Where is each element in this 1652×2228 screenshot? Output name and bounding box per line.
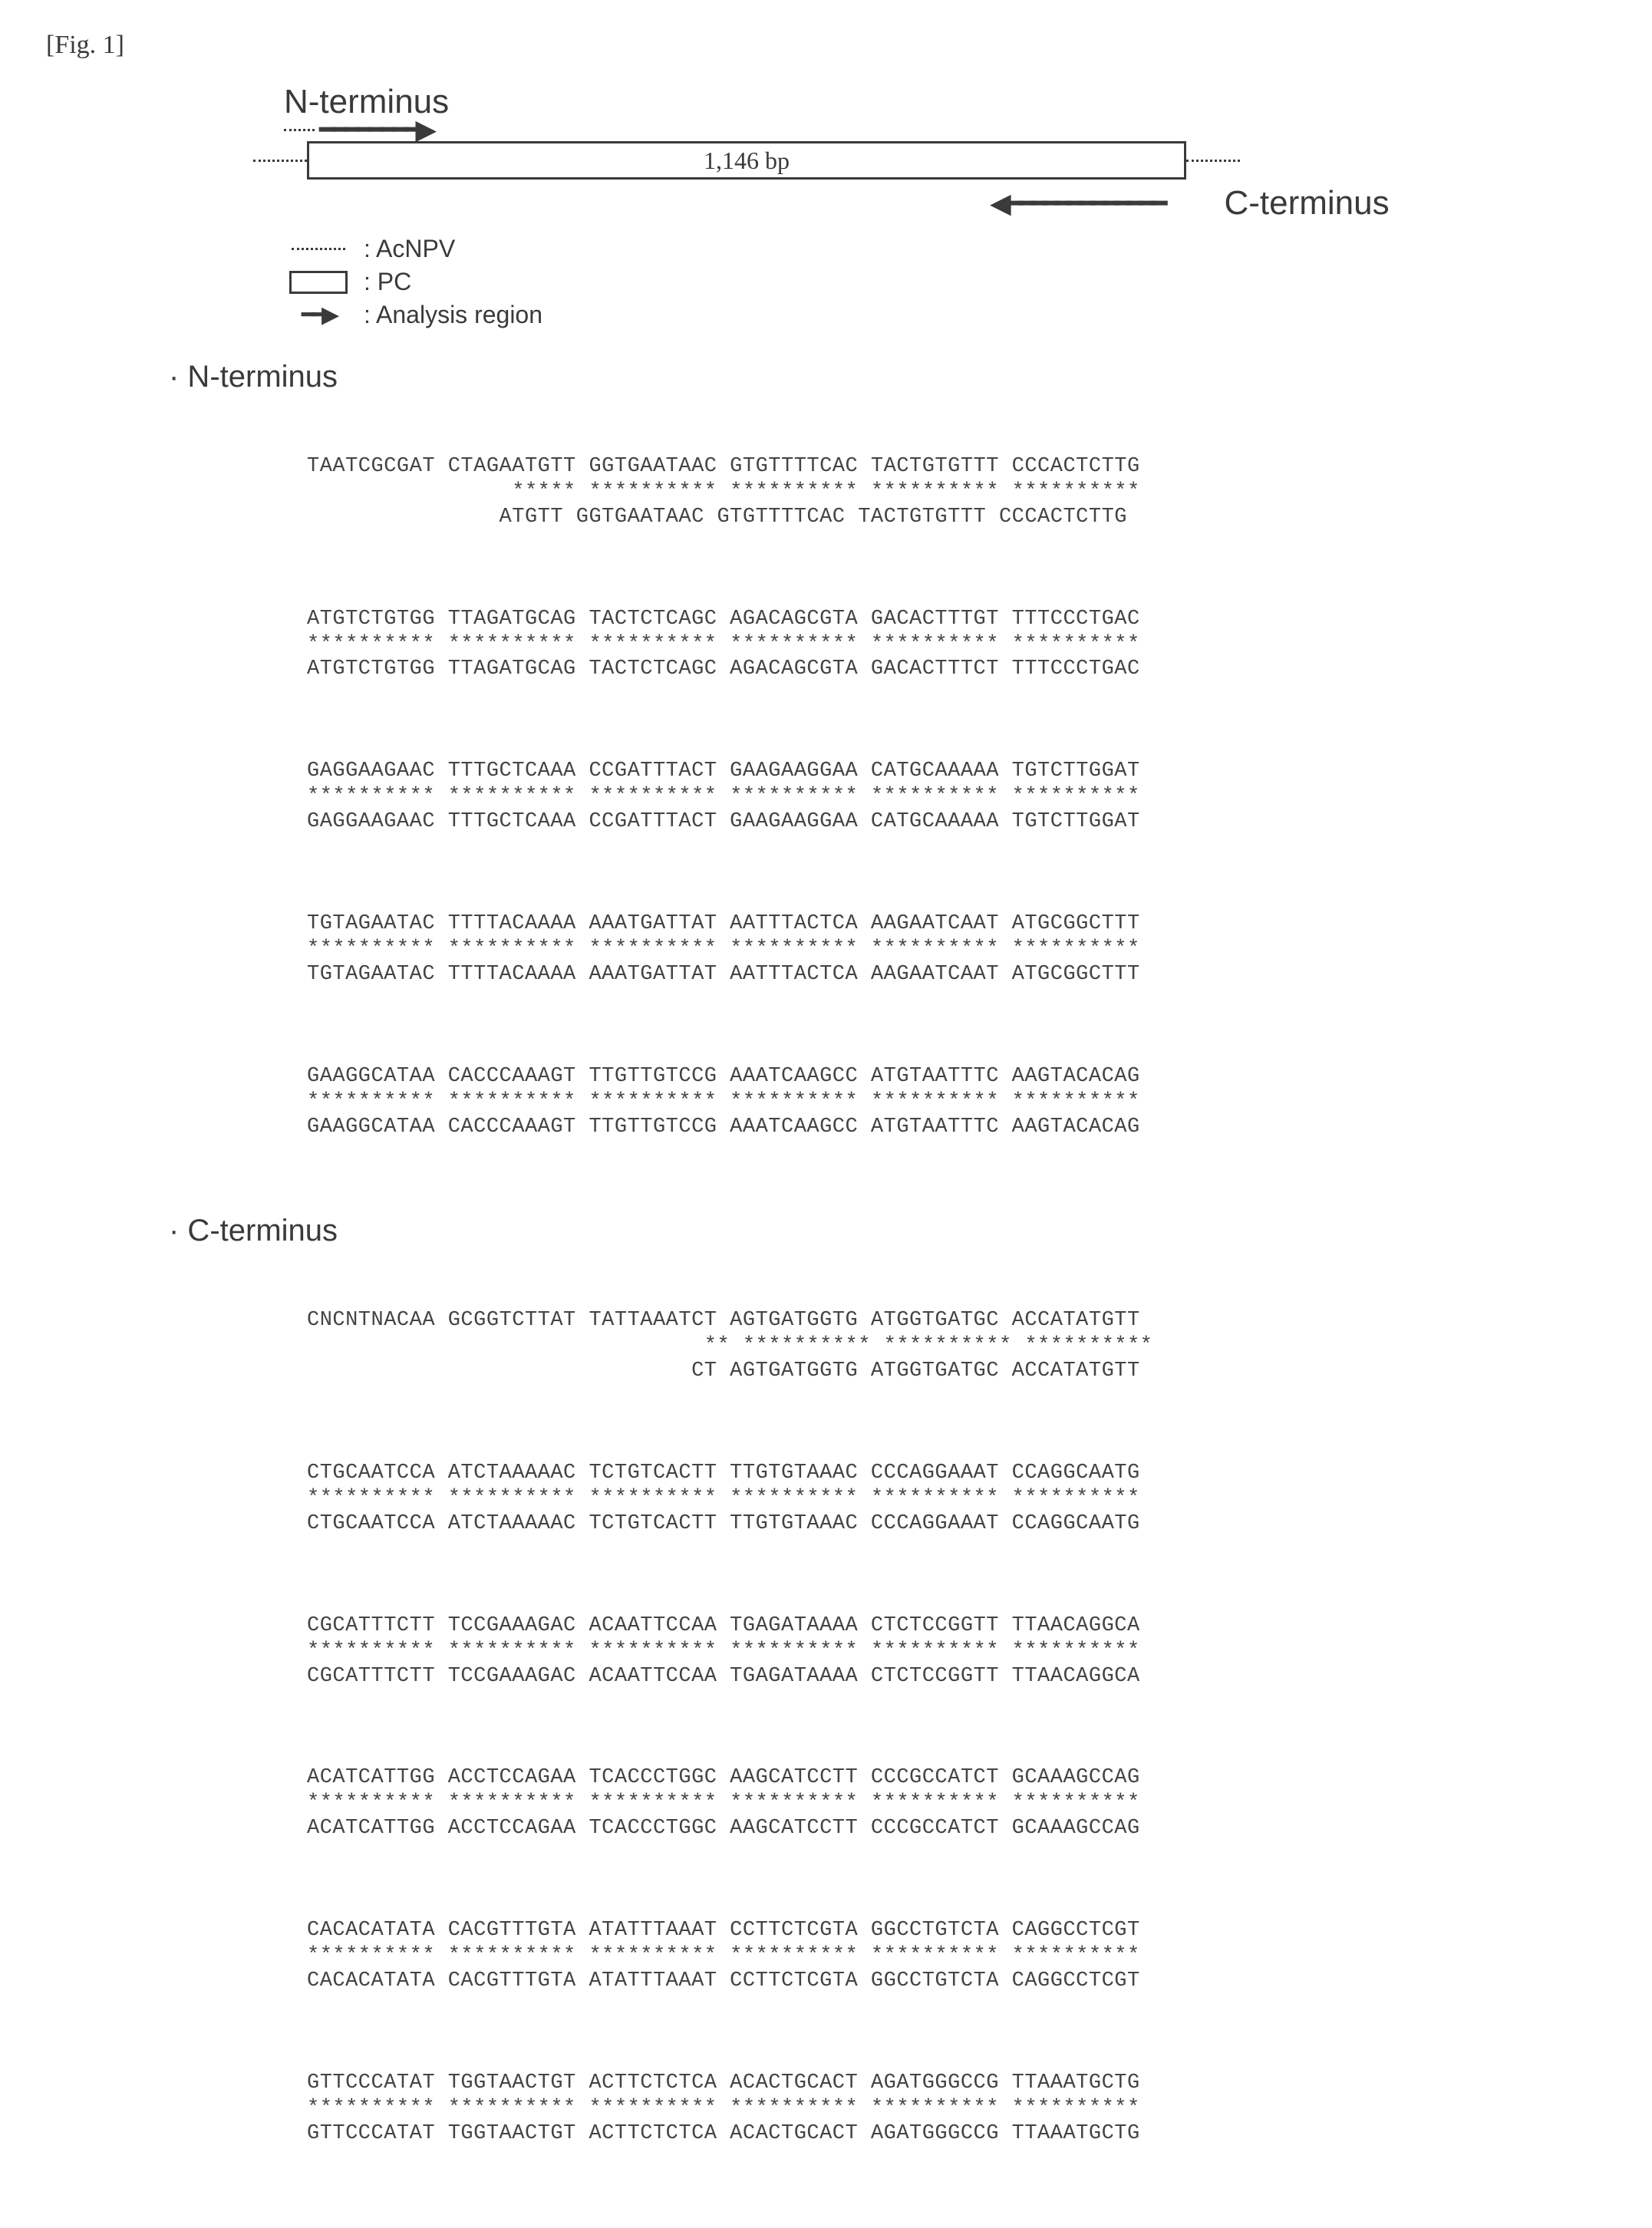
legend-box-icon [284,271,353,294]
seq-top: CNCNTNACAA GCGGTCTTAT TATTAAATCT AGTGATG… [307,1308,1606,1333]
seq-stars: ********** ********** ********** *******… [307,1791,1606,1816]
c-terminus-alignment: CNCNTNACAA GCGGTCTTAT TATTAAATCT AGTGATG… [307,1257,1606,2197]
alignment-block: CGCATTTCTT TCCGAAAGAC ACAATTCCAA TGAGATA… [307,1613,1606,1689]
legend-row-acnpv: : AcNPV [284,235,1606,263]
seq-stars: ********** ********** ********** *******… [307,2096,1606,2121]
seq-stars: ********** ********** ********** *******… [307,784,1606,809]
seq-stars: ********** ********** ********** *******… [307,1486,1606,1511]
diagram-stub-left [284,129,315,131]
legend-row-analysis: ━━▶ : Analysis region [284,301,1606,329]
n-terminus-arrow-row: ━━━━━━━━▶ [284,123,1606,137]
legend-analysis-label: : Analysis region [364,301,542,329]
seq-bottom: CT AGTGATGGTG ATGGTGATGC ACCATATGTT [307,1359,1606,1384]
c-terminus-header: · C-terminus [169,1214,1606,1248]
seq-stars: ********** ********** ********** *******… [307,632,1606,658]
gene-flank-left [253,160,307,162]
seq-top: TGTAGAATAC TTTTACAAAA AAATGATTAT AATTTAC… [307,911,1606,937]
left-arrow-icon: ◀━━━━━━━━━━━━━ [990,196,1162,210]
legend-acnpv-label: : AcNPV [364,235,455,263]
alignment-block: GAGGAAGAAC TTTGCTCAAA CCGATTTACT GAAGAAG… [307,759,1606,835]
legend-arrow-icon: ━━▶ [284,302,353,328]
alignment-block: CTGCAATCCA ATCTAAAAAC TCTGTCACTT TTGTGTA… [307,1461,1606,1537]
seq-top: CTGCAATCCA ATCTAAAAAC TCTGTCACTT TTGTGTA… [307,1461,1606,1486]
seq-bottom: ACATCATTGG ACCTCCAGAA TCACCCTGGC AAGCATC… [307,1816,1606,1841]
seq-top: GAGGAAGAAC TTTGCTCAAA CCGATTTACT GAAGAAG… [307,759,1606,784]
c-terminus-arrow-wrap: ◀━━━━━━━━━━━━━ C-terminus [990,184,1390,222]
seq-top: TAATCGCGAT CTAGAATGTT GGTGAATAAC GTGTTTT… [307,454,1606,480]
alignment-block: CACACATATA CACGTTTGTA ATATTTAAAT CCTTCTC… [307,1918,1606,1994]
seq-bottom: GTTCCCATAT TGGTAACTGT ACTTCTCTCA ACACTGC… [307,2121,1606,2147]
seq-stars: ********** ********** ********** *******… [307,1639,1606,1664]
alignment-block: ATGTCTGTGG TTAGATGCAG TACTCTCAGC AGACAGC… [307,607,1606,683]
seq-bottom: GAGGAAGAAC TTTGCTCAAA CCGATTTACT GAAGAAG… [307,809,1606,835]
legend-row-pc: : PC [284,268,1606,296]
seq-bottom: CGCATTTCTT TCCGAAAGAC ACAATTCCAA TGAGATA… [307,1664,1606,1689]
c-terminus-label: C-terminus [1224,184,1389,222]
seq-top: ACATCATTGG ACCTCCAGAA TCACCCTGGC AAGCATC… [307,1765,1606,1791]
seq-bottom: ATGTCTGTGG TTAGATGCAG TACTCTCAGC AGACAGC… [307,657,1606,682]
seq-bottom: GAAGGCATAA CACCCAAAGT TTGTTGTCCG AAATCAA… [307,1115,1606,1140]
seq-top: CGCATTTCTT TCCGAAAGAC ACAATTCCAA TGAGATA… [307,1613,1606,1639]
figure-label: [Fig. 1] [46,31,1606,60]
seq-top: CACACATATA CACGTTTGTA ATATTTAAAT CCTTCTC… [307,1918,1606,1943]
seq-bottom: TGTAGAATAC TTTTACAAAA AAATGATTAT AATTTAC… [307,962,1606,987]
gene-box-row: 1,146 bp [253,141,1606,180]
n-terminus-label: N-terminus [284,83,1606,121]
n-terminus-alignment: TAATCGCGAT CTAGAATGTT GGTGAATAAC GTGTTTT… [307,404,1606,1191]
legend-dotted-icon [284,248,353,250]
gene-flank-right [1186,160,1240,162]
n-terminus-header: · N-terminus [169,360,1606,394]
legend-pc-label: : PC [364,268,411,296]
seq-top: GAAGGCATAA CACCCAAAGT TTGTTGTCCG AAATCAA… [307,1064,1606,1089]
alignment-block: GTTCCCATAT TGGTAACTGT ACTTCTCTCA ACACTGC… [307,2071,1606,2147]
alignment-block: ACATCATTGG ACCTCCAGAA TCACCCTGGC AAGCATC… [307,1765,1606,1841]
seq-bottom: CACACATATA CACGTTTGTA ATATTTAAAT CCTTCTC… [307,1969,1606,1994]
gene-length-label: 1,146 bp [704,147,790,175]
seq-bottom: ATGTT GGTGAATAAC GTGTTTTCAC TACTGTGTTT C… [307,505,1606,530]
diagram-legend: : AcNPV : PC ━━▶ : Analysis region [284,235,1606,329]
seq-stars: ********** ********** ********** *******… [307,1089,1606,1115]
seq-bottom: CTGCAATCCA ATCTAAAAAC TCTGTCACTT TTGTGTA… [307,1511,1606,1537]
alignment-block: GAAGGCATAA CACCCAAAGT TTGTTGTCCG AAATCAA… [307,1064,1606,1140]
alignment-block: TGTAGAATAC TTTTACAAAA AAATGATTAT AATTTAC… [307,911,1606,987]
seq-stars: ********** ********** ********** *******… [307,1943,1606,1969]
gene-box: 1,146 bp [307,141,1186,180]
right-arrow-icon: ━━━━━━━━▶ [319,123,432,137]
alignment-block: CNCNTNACAA GCGGTCTTAT TATTAAATCT AGTGATG… [307,1308,1606,1384]
seq-stars: ***** ********** ********** ********** *… [307,480,1606,505]
c-terminus-arrow-row: ◀━━━━━━━━━━━━━ C-terminus [253,184,1606,222]
seq-stars: ** ********** ********** ********** [307,1333,1606,1359]
seq-top: GTTCCCATAT TGGTAACTGT ACTTCTCTCA ACACTGC… [307,2071,1606,2096]
gene-diagram: N-terminus ━━━━━━━━▶ 1,146 bp ◀━━━━━━━━━… [253,83,1606,329]
seq-top: ATGTCTGTGG TTAGATGCAG TACTCTCAGC AGACAGC… [307,607,1606,632]
seq-stars: ********** ********** ********** *******… [307,937,1606,962]
alignment-block: TAATCGCGAT CTAGAATGTT GGTGAATAAC GTGTTTT… [307,454,1606,530]
